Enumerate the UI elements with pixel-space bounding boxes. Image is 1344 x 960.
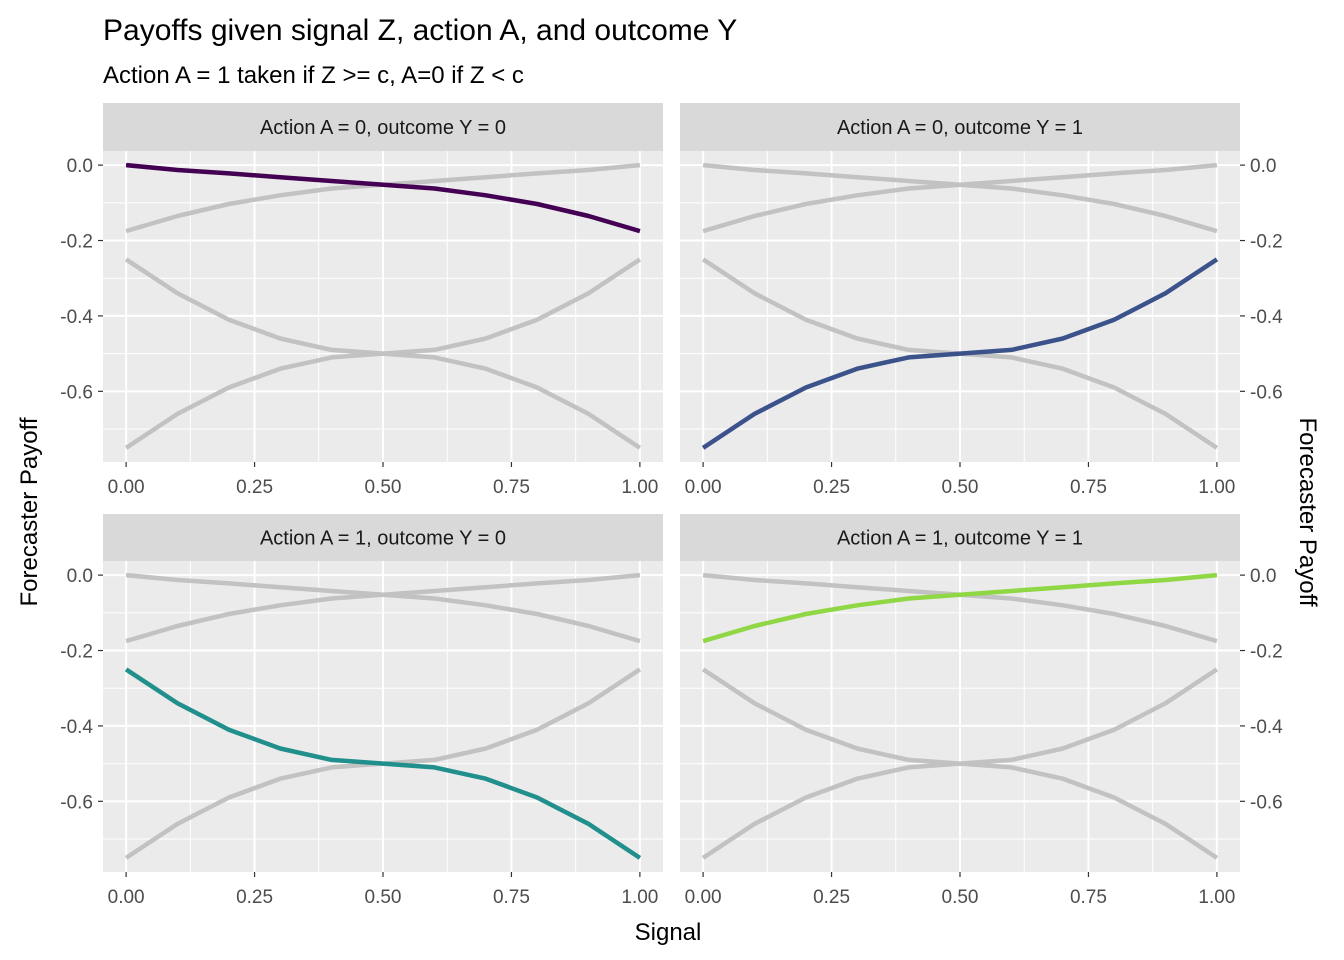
x-tick-label: 1.00 <box>1198 477 1235 498</box>
strip-label: Action A = 1, outcome Y = 1 <box>837 528 1083 550</box>
x-tick-label: 0.75 <box>1070 477 1107 498</box>
y-tick-label: 0.0 <box>67 156 93 177</box>
x-tick-label: 0.25 <box>813 477 850 498</box>
x-tick-label: 0.50 <box>942 887 979 908</box>
x-axis-title: Signal <box>635 919 702 946</box>
y-tick-label: -0.4 <box>1250 307 1283 328</box>
y-axis-title-right: Forecaster Payoff <box>1294 418 1321 607</box>
y-tick-label: 0.0 <box>1250 566 1276 587</box>
panel-1: Action A = 0, outcome Y = 0 0.00 0.25 0.50 0… <box>60 103 663 498</box>
y-tick-label: 0.0 <box>67 566 93 587</box>
y-tick-label: -0.2 <box>60 642 93 663</box>
background-series-line <box>124 257 642 450</box>
background-series-line <box>702 162 1218 234</box>
highlighted-series-line <box>125 162 641 234</box>
highlighted-series-line <box>701 257 1219 450</box>
panel-2: Action A = 0, outcome Y = 1 0.00 0.25 0.50 0… <box>680 103 1283 498</box>
chart-subtitle: Action A = 1 taken if Z >= c, A=0 if Z <… <box>103 62 524 89</box>
strip-background <box>103 514 663 561</box>
y-axis-title-left: Forecaster Payoff <box>16 417 43 606</box>
x-tick-label: 0.00 <box>685 477 722 498</box>
background-series-line <box>125 572 641 644</box>
x-tick-label: 0.50 <box>942 477 979 498</box>
panel-4: Action A = 1, outcome Y = 1 0.00 0.25 0.50 0… <box>680 514 1283 908</box>
x-tick-label: 0.25 <box>813 887 850 908</box>
strip-label: Action A = 0, outcome Y = 0 <box>260 117 506 139</box>
x-tick-label: 1.00 <box>621 887 658 908</box>
strip-label: Action A = 1, outcome Y = 0 <box>260 528 506 550</box>
highlighted-series-line <box>124 667 642 860</box>
y-tick-label: -0.6 <box>1250 792 1283 813</box>
x-tick-label: 0.00 <box>685 887 722 908</box>
x-tick-label: 0.50 <box>365 477 402 498</box>
x-tick-label: 0.75 <box>493 477 530 498</box>
x-tick-label: 0.75 <box>1070 887 1107 908</box>
y-tick-label: -0.4 <box>1250 717 1283 738</box>
chart-title: Payoffs given signal Z, action A, and ou… <box>103 14 737 47</box>
facet-panels: Action A = 0, outcome Y = 0 0.00 0.25 0.50 0… <box>60 103 1283 908</box>
x-tick-label: 1.00 <box>1198 887 1235 908</box>
highlighted-series-line <box>702 572 1218 644</box>
y-tick-label: -0.4 <box>60 717 93 738</box>
x-tick-label: 0.00 <box>108 477 145 498</box>
y-tick-label: -0.6 <box>1250 382 1283 403</box>
strip-label: Action A = 0, outcome Y = 1 <box>837 117 1083 139</box>
y-tick-label: -0.2 <box>1250 232 1283 253</box>
y-tick-label: -0.6 <box>60 382 93 403</box>
x-tick-label: 0.75 <box>493 887 530 908</box>
panel-3: Action A = 1, outcome Y = 0 0.00 0.25 0.50 0… <box>60 514 663 908</box>
y-tick-label: -0.6 <box>60 792 93 813</box>
strip-background <box>680 103 1240 151</box>
strip-background <box>680 514 1240 561</box>
x-tick-label: 0.50 <box>365 887 402 908</box>
x-tick-label: 1.00 <box>621 477 658 498</box>
y-tick-label: 0.0 <box>1250 156 1276 177</box>
x-tick-label: 0.25 <box>236 887 273 908</box>
y-tick-label: -0.2 <box>1250 642 1283 663</box>
x-tick-label: 0.25 <box>236 477 273 498</box>
y-tick-label: -0.4 <box>60 307 93 328</box>
x-tick-label: 0.00 <box>108 887 145 908</box>
y-tick-label: -0.2 <box>60 232 93 253</box>
background-series-line <box>701 667 1219 860</box>
strip-background <box>103 103 663 151</box>
